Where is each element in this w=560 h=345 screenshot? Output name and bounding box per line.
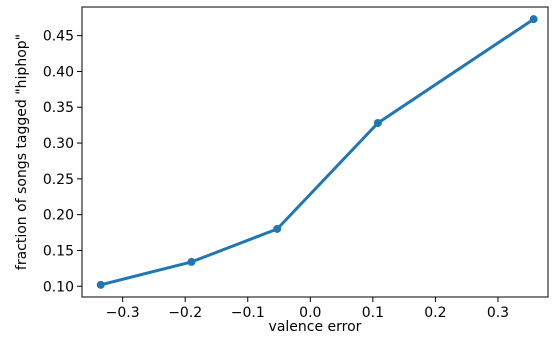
- x-tick-label: 0.3: [487, 305, 509, 321]
- y-tick-label: 0.35: [43, 100, 74, 116]
- y-tick-label: 0.20: [43, 208, 74, 224]
- plot-area: [81, 6, 549, 298]
- y-tick-label: 0.15: [43, 243, 74, 259]
- y-axis-ticks: 0.10 0.15 0.20 0.25 0.30 0.35 0.40 0.45: [43, 29, 82, 295]
- x-tick-label: 0.0: [299, 305, 321, 321]
- x-tick-label: −0.3: [106, 305, 140, 321]
- data-point: [96, 280, 105, 289]
- x-axis-ticks: −0.3 −0.2 −0.1 0.0 0.1 0.2 0.3: [106, 297, 509, 321]
- x-tick-label: −0.2: [168, 305, 202, 321]
- axes-frame: [81, 6, 549, 298]
- data-point: [529, 15, 538, 24]
- series-line: [99, 17, 536, 287]
- x-axis-label: valence error: [269, 319, 362, 335]
- y-tick-label: 0.45: [43, 29, 74, 45]
- x-tick-label: 0.2: [424, 305, 446, 321]
- data-point: [187, 257, 196, 266]
- y-tick-label: 0.10: [43, 279, 74, 295]
- x-tick-label: −0.1: [231, 305, 265, 321]
- y-tick-label: 0.30: [43, 136, 74, 152]
- y-axis-label: fraction of songs tagged "hiphop": [14, 34, 30, 270]
- data-point: [373, 119, 382, 127]
- series-layer: [96, 15, 538, 289]
- x-tick-label: 0.1: [362, 305, 384, 321]
- data-point: [273, 224, 282, 233]
- y-tick-label: 0.40: [43, 64, 74, 80]
- y-tick-label: 0.25: [43, 172, 74, 188]
